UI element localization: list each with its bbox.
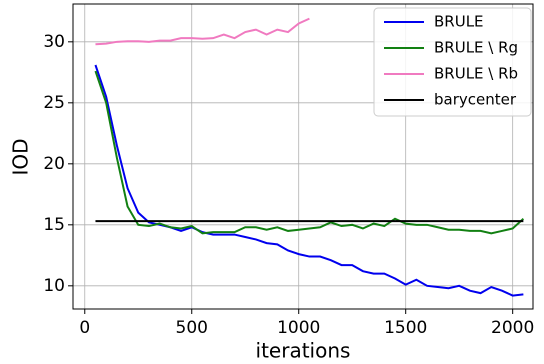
series-line (95, 17, 310, 46)
x-tick-label: 0 (79, 318, 90, 338)
x-axis-label: iterations (256, 339, 351, 363)
legend-label: BRULE (434, 13, 484, 31)
y-tick-label: 25 (43, 93, 65, 113)
legend-label: barycenter (434, 91, 517, 109)
legend: BRULE BRULE \ Rg BRULE \ Rb barycenter (373, 7, 532, 117)
legend-label: BRULE \ Rb (434, 65, 518, 83)
series-line (94, 70, 525, 235)
y-axis-label: IOD (9, 138, 33, 175)
y-tick-label: 15 (43, 215, 65, 235)
x-tick-label: 2000 (491, 318, 534, 338)
x-tick-label: 500 (176, 318, 208, 338)
legend-box (373, 7, 532, 117)
plot-frame (72, 3, 534, 310)
y-tick-label: 10 (43, 276, 65, 296)
x-tick-label: 1000 (277, 318, 320, 338)
legend-label: BRULE \ Rg (434, 39, 518, 57)
x-tick-label: 1500 (384, 318, 427, 338)
y-tick-label: 20 (43, 154, 65, 174)
y-tick-label: 30 (43, 32, 65, 52)
